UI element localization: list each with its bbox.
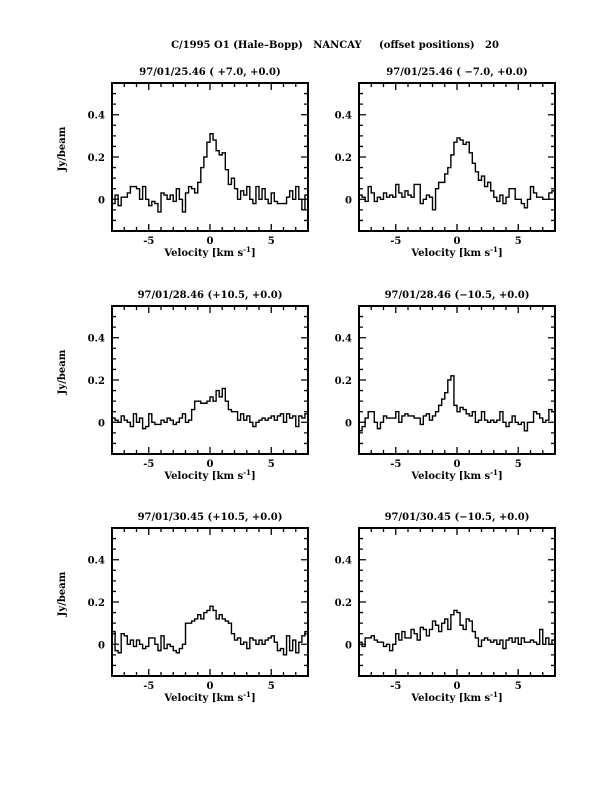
x-axis-label-exponent: -1 [490, 245, 498, 254]
x-axis-label: Velocity [km s-1] [410, 245, 502, 259]
x-tick-label: -5 [143, 681, 154, 692]
plot-frame [111, 82, 309, 232]
x-tick-label: -5 [143, 236, 154, 247]
x-tick-label: 5 [268, 459, 275, 470]
y-tick-label: 0 [98, 640, 105, 651]
x-axis-label-exponent: -1 [490, 468, 498, 477]
y-tick-label: 0 [345, 195, 352, 206]
panel-6: 97/01/30.45 (−10.5, +0.0) -5 0 5 0 0.2 0.4 Velo… [335, 512, 556, 704]
y-tick-label: 0.2 [88, 153, 105, 164]
x-axis-label: Velocity [km s-1] [163, 468, 255, 482]
x-tick-label: -5 [390, 236, 401, 247]
panel-2: 97/01/25.46 ( −7.0, +0.0) -5 0 5 0 0.2 0.4 Velo… [335, 67, 556, 259]
x-axis-label: Velocity [km s-1] [163, 690, 255, 704]
x-axis-label-text: Velocity [km s [410, 471, 490, 482]
y-tick-label: 0.2 [88, 376, 105, 387]
x-axis-label-bracket: ] [498, 248, 503, 259]
x-axis-label: Velocity [km s-1] [410, 690, 502, 704]
x-tick-label: 5 [515, 681, 522, 692]
panel-title: 97/01/30.45 (−10.5, +0.0) [385, 512, 530, 523]
panel-4: 97/01/28.46 (−10.5, +0.0) -5 0 5 0 0.2 0.4 Velo… [335, 290, 556, 482]
axis-ticks [359, 306, 555, 454]
x-axis-label-bracket: ] [251, 693, 256, 704]
y-tick-label: 0 [345, 418, 352, 429]
x-tick-label: 5 [268, 236, 275, 247]
spectrum-line [359, 137, 555, 211]
plot-frame [358, 527, 556, 677]
x-axis-label-exponent: -1 [243, 690, 251, 699]
panel-5: 97/01/30.45 (+10.5, +0.0) -5 0 5 0 0.2 0.4 Velo… [57, 512, 309, 704]
panel-title: 97/01/25.46 ( −7.0, +0.0) [386, 67, 527, 78]
spectrum-line [112, 605, 308, 656]
y-axis-label: Jy/beam [57, 571, 68, 617]
x-tick-label: 0 [454, 459, 461, 470]
x-axis-label-text: Velocity [km s [163, 248, 243, 259]
y-tick-label: 0.4 [335, 334, 352, 345]
y-tick-label: 0.4 [88, 111, 105, 122]
axis-ticks [359, 83, 555, 231]
y-axis-label: Jy/beam [57, 126, 68, 172]
figure-title: C/1995 O1 (Hale–Bopp) NANCAY (offset pos… [171, 40, 499, 51]
spectrum-line [359, 609, 555, 652]
x-axis-label-text: Velocity [km s [163, 471, 243, 482]
y-tick-label: 0.4 [88, 334, 105, 345]
panel-title: 97/01/25.46 ( +7.0, +0.0) [139, 67, 280, 78]
panel-title: 97/01/30.45 (+10.5, +0.0) [138, 512, 283, 523]
panel-3: 97/01/28.46 (+10.5, +0.0) -5 0 5 0 0.2 0.4 Velo… [57, 290, 309, 482]
plot-frame [358, 305, 556, 455]
x-axis-label-exponent: -1 [243, 468, 251, 477]
x-tick-label: 0 [207, 236, 214, 247]
x-tick-label: -5 [143, 459, 154, 470]
x-tick-label: 0 [207, 459, 214, 470]
x-axis-label-text: Velocity [km s [410, 248, 490, 259]
plot-frame [358, 82, 556, 232]
panel-title: 97/01/28.46 (−10.5, +0.0) [385, 290, 530, 301]
x-tick-label: 0 [454, 236, 461, 247]
x-tick-label: -5 [390, 681, 401, 692]
x-axis-label: Velocity [km s-1] [163, 245, 255, 259]
y-tick-label: 0.2 [88, 598, 105, 609]
axis-ticks [112, 306, 308, 454]
axis-ticks [112, 83, 308, 231]
y-tick-label: 0 [98, 195, 105, 206]
x-axis-label-exponent: -1 [490, 690, 498, 699]
y-tick-label: 0 [98, 418, 105, 429]
y-axis-label: Jy/beam [57, 349, 68, 395]
y-tick-label: 0.4 [335, 111, 352, 122]
y-tick-label: 0.4 [335, 556, 352, 567]
axis-ticks [359, 528, 555, 676]
axis-ticks [112, 528, 308, 676]
x-axis-label-text: Velocity [km s [410, 693, 490, 704]
x-axis-label-exponent: -1 [243, 245, 251, 254]
plot-frame [111, 527, 309, 677]
spectrum-line [112, 133, 308, 213]
x-tick-label: 5 [515, 459, 522, 470]
x-tick-label: -5 [390, 459, 401, 470]
panel-title: 97/01/28.46 (+10.5, +0.0) [138, 290, 283, 301]
x-axis-label-text: Velocity [km s [163, 693, 243, 704]
x-tick-label: 5 [515, 236, 522, 247]
x-axis-label-bracket: ] [498, 693, 503, 704]
y-tick-label: 0.4 [88, 556, 105, 567]
x-tick-label: 5 [268, 681, 275, 692]
y-tick-label: 0.2 [335, 376, 352, 387]
y-tick-label: 0 [345, 640, 352, 651]
y-tick-label: 0.2 [335, 153, 352, 164]
x-axis-label-bracket: ] [251, 471, 256, 482]
spectrum-line [112, 387, 308, 430]
x-axis-label-bracket: ] [251, 248, 256, 259]
spectrum-line [359, 375, 555, 432]
plot-frame [111, 305, 309, 455]
x-axis-label: Velocity [km s-1] [410, 468, 502, 482]
y-tick-label: 0.2 [335, 598, 352, 609]
panel-1: 97/01/25.46 ( +7.0, +0.0) -5 0 5 0 0.2 0.4 Velo… [57, 67, 309, 259]
x-tick-label: 0 [207, 681, 214, 692]
x-tick-label: 0 [454, 681, 461, 692]
x-axis-label-bracket: ] [498, 471, 503, 482]
